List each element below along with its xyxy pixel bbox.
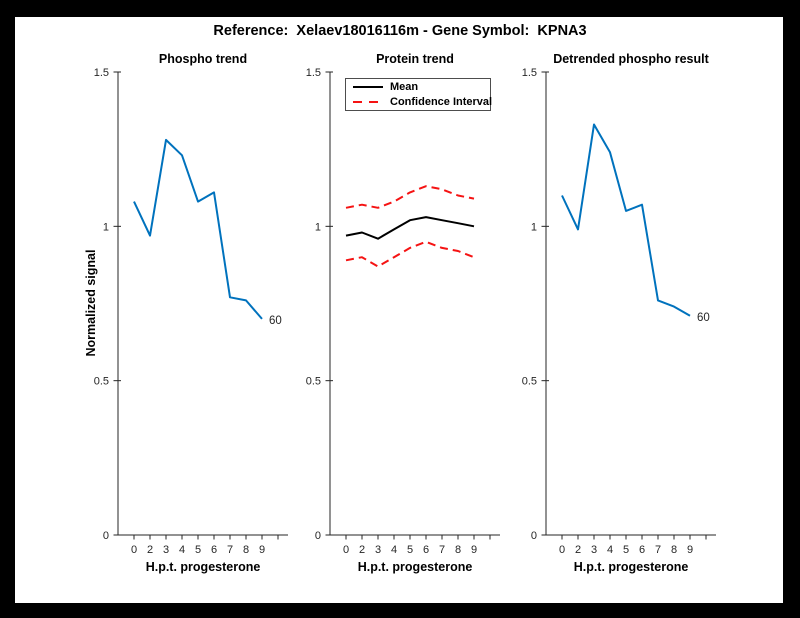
legend-box: Mean Confidence Interval [345, 78, 493, 111]
x-axis-label-1: H.p.t. progesterone [145, 560, 261, 574]
axis-spines [329, 72, 500, 536]
x-tick-label: 9 [259, 544, 265, 556]
x-tick-label: 6 [211, 544, 217, 556]
axis-spines [545, 72, 716, 536]
mean-line-sample [353, 86, 383, 88]
ci-upper-line [345, 185, 475, 209]
subplot-title-protein: Protein trend [376, 52, 454, 66]
x-tick-label: 4 [607, 544, 613, 556]
x-tick-label: 9 [471, 544, 477, 556]
x-tick-label: 7 [439, 544, 445, 556]
x-tick-label: 4 [391, 544, 397, 556]
subplot-title-detrended: Detrended phospho result [553, 52, 709, 66]
y-tick-label: 1 [531, 221, 537, 233]
x-axis-label-2: H.p.t. progesterone [357, 560, 473, 574]
y-tick-label: 1.5 [522, 67, 537, 79]
endpoint-annotation: 60 [697, 312, 710, 324]
x-tick-label: 3 [375, 544, 381, 556]
x-tick-label: 2 [147, 544, 153, 556]
x-tick-label: 5 [623, 544, 629, 556]
x-tick-label: 7 [227, 544, 233, 556]
x-tick-label: 2 [359, 544, 365, 556]
phospho-line [133, 138, 263, 320]
x-axis-label-3: H.p.t. progesterone [573, 560, 689, 574]
legend-label-mean: Mean [390, 81, 419, 93]
y-tick-label: 0.5 [306, 376, 321, 388]
y-tick-label: 0 [315, 530, 321, 542]
y-tick-label: 1 [103, 221, 109, 233]
y-tick-label: 0 [103, 530, 109, 542]
x-tick-label: 2 [575, 544, 581, 556]
x-tick-label: 8 [243, 544, 249, 556]
x-tick-label: 0 [131, 544, 137, 556]
y-axis-label: Normalized signal [84, 249, 98, 357]
x-tick-label: 8 [671, 544, 677, 556]
x-tick-label: 6 [639, 544, 645, 556]
mean-line [345, 216, 475, 240]
subplot-title-phospho: Phospho trend [158, 52, 248, 66]
y-tick-label: 0 [531, 530, 537, 542]
x-tick-label: 6 [423, 544, 429, 556]
figure-canvas [15, 17, 783, 603]
y-tick-label: 1.5 [94, 67, 109, 79]
legend-row-ci: Confidence Interval [346, 95, 493, 109]
confidence-interval-line-sample [353, 101, 383, 103]
x-tick-label: 5 [407, 544, 413, 556]
x-tick-label: 7 [655, 544, 661, 556]
y-tick-label: 0.5 [522, 376, 537, 388]
x-tick-label: 4 [179, 544, 185, 556]
axis-spines [117, 72, 288, 536]
legend-row-mean: Mean [346, 80, 490, 94]
y-tick-label: 1.5 [306, 67, 321, 79]
figure-title: Reference: Xelaev18016116m - Gene Symbol… [213, 23, 587, 39]
y-tick-label: 0.5 [94, 376, 109, 388]
x-tick-label: 0 [343, 544, 349, 556]
detrended-line [561, 123, 691, 317]
x-tick-label: 3 [591, 544, 597, 556]
x-tick-label: 5 [195, 544, 201, 556]
y-tick-label: 1 [315, 221, 321, 233]
x-tick-label: 9 [687, 544, 693, 556]
x-tick-label: 8 [455, 544, 461, 556]
endpoint-annotation: 60 [269, 315, 282, 327]
legend-label-ci: Confidence Interval [390, 96, 493, 108]
ci-lower-line [345, 240, 475, 268]
x-tick-label: 3 [163, 544, 169, 556]
x-tick-label: 0 [559, 544, 565, 556]
